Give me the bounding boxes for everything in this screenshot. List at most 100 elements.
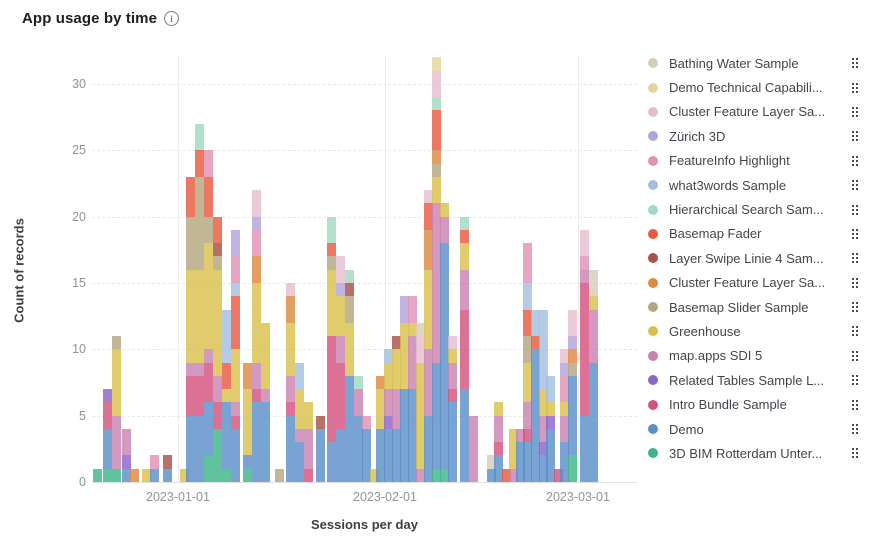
bar-segment-blue[interactable]: [432, 362, 441, 469]
bar[interactable]: [150, 455, 159, 482]
legend-item-crimson[interactable]: Intro Bundle Sample: [648, 392, 860, 416]
bar-segment-lightpink[interactable]: [336, 256, 345, 283]
bar-segment-pink[interactable]: [252, 229, 261, 257]
bar[interactable]: [243, 362, 252, 482]
bar[interactable]: [560, 349, 569, 482]
bar-segment-pink[interactable]: [150, 455, 159, 469]
bar[interactable]: [460, 216, 469, 482]
bar-segment-tan[interactable]: [275, 468, 284, 482]
bar-segment-blue[interactable]: [327, 442, 336, 482]
legend-item-paleyellow[interactable]: Demo Technical Capabili...: [648, 75, 860, 99]
bar-segment-blue[interactable]: [523, 442, 532, 482]
bar-segment-yellow[interactable]: [546, 402, 555, 416]
bar-segment-blue[interactable]: [560, 442, 569, 482]
bar-segment-mauve[interactable]: [213, 375, 222, 403]
bar-segment-green[interactable]: [103, 468, 112, 482]
bar[interactable]: [494, 402, 503, 482]
drag-handle-icon[interactable]: [850, 56, 860, 70]
bar-segment-mauve[interactable]: [408, 336, 417, 390]
bar-segment-yellow[interactable]: [589, 296, 598, 310]
bar-segment-blue[interactable]: [231, 428, 240, 482]
bar[interactable]: [275, 468, 284, 482]
bar-segment-yellow[interactable]: [560, 402, 569, 416]
bar[interactable]: [163, 455, 172, 482]
bar[interactable]: [502, 468, 511, 482]
bar[interactable]: [440, 203, 449, 482]
bar-segment-paleyellow[interactable]: [432, 57, 441, 71]
bar-segment-tan[interactable]: [186, 216, 195, 270]
bar-segment-yellow[interactable]: [222, 389, 231, 403]
bar-segment-tanB[interactable]: [487, 455, 496, 469]
bar-segment-mauve[interactable]: [354, 389, 363, 416]
bar-segment-mauve[interactable]: [523, 402, 532, 429]
bar-segment-mauve[interactable]: [494, 415, 503, 443]
bar-segment-yellow[interactable]: [416, 362, 425, 469]
bar-segment-red[interactable]: [231, 296, 240, 350]
bar-segment-lightpink[interactable]: [560, 349, 569, 363]
bar-segment-lavender[interactable]: [252, 216, 261, 230]
bar-segment-maroon[interactable]: [163, 455, 172, 469]
bar-segment-red[interactable]: [523, 309, 532, 337]
bar-segment-crimson[interactable]: [554, 468, 563, 482]
bar-segment-tan[interactable]: [112, 336, 121, 350]
bar-segment-tan[interactable]: [204, 216, 213, 244]
bar-segment-teal[interactable]: [195, 123, 204, 151]
bar-segment-blue[interactable]: [354, 415, 363, 482]
bar-segment-tanB[interactable]: [416, 322, 425, 337]
bar-segment-orange[interactable]: [432, 150, 441, 164]
bar-segment-red[interactable]: [195, 150, 204, 177]
bar[interactable]: [103, 389, 112, 482]
bar-segment-mauve[interactable]: [295, 428, 304, 443]
bar-segment-lavender[interactable]: [568, 336, 577, 350]
bar-segment-maroon[interactable]: [392, 336, 401, 350]
drag-handle-icon[interactable]: [850, 178, 860, 192]
bar-segment-tan[interactable]: [327, 256, 336, 270]
bar-segment-mauve[interactable]: [460, 269, 469, 310]
bar-segment-orange[interactable]: [130, 468, 139, 482]
drag-handle-icon[interactable]: [850, 81, 860, 95]
bar-segment-blue[interactable]: [150, 468, 159, 482]
bar-segment-crimson[interactable]: [327, 336, 336, 443]
bar-segment-mauve[interactable]: [204, 349, 213, 363]
bar-segment-yellow[interactable]: [204, 243, 213, 350]
bar-segment-teal[interactable]: [345, 269, 354, 283]
legend-item-yellow[interactable]: Greenhouse: [648, 319, 860, 343]
bar-segment-blue[interactable]: [261, 402, 270, 482]
legend-item-pink[interactable]: FeatureInfo Highlight: [648, 149, 860, 173]
bar-segment-crimson[interactable]: [231, 415, 240, 429]
bar-segment-crimson[interactable]: [580, 282, 589, 416]
bar-segment-red[interactable]: [327, 243, 336, 257]
bar-segment-tan[interactable]: [523, 336, 532, 363]
bar[interactable]: [580, 229, 589, 482]
bar-segment-yellow[interactable]: [494, 402, 503, 416]
bar-segment-mauve[interactable]: [516, 428, 525, 443]
bar-segment-mauve[interactable]: [195, 362, 204, 376]
bar-segment-yellow[interactable]: [400, 322, 409, 390]
bar-segment-yellow[interactable]: [195, 269, 204, 363]
bar-segment-lightblue[interactable]: [295, 362, 304, 390]
bar-segment-yellow[interactable]: [523, 362, 532, 403]
bar-segment-green[interactable]: [204, 455, 213, 482]
bar[interactable]: [142, 468, 151, 482]
bar-segment-orange[interactable]: [424, 229, 433, 270]
bar-segment-blue[interactable]: [516, 442, 525, 482]
bar-segment-yellow[interactable]: [424, 269, 433, 350]
bar-segment-yellow[interactable]: [112, 349, 121, 416]
bar[interactable]: [122, 428, 131, 482]
bar-segment-yellow[interactable]: [460, 243, 469, 270]
bar-segment-teal[interactable]: [327, 216, 336, 244]
bar-segment-mauve[interactable]: [231, 402, 240, 416]
bar-segment-yellow[interactable]: [448, 349, 457, 363]
bar-segment-mauve[interactable]: [416, 468, 425, 482]
bar-segment-mauve[interactable]: [580, 269, 589, 283]
bar[interactable]: [469, 415, 478, 482]
bar-segment-yellow[interactable]: [295, 389, 304, 429]
bar-segment-maroon[interactable]: [213, 243, 222, 257]
bar-segment-blue[interactable]: [295, 442, 304, 482]
bar-segment-blue[interactable]: [286, 415, 295, 482]
bar[interactable]: [231, 229, 240, 482]
bar-segment-blue[interactable]: [204, 402, 213, 456]
bar-segment-lightblue[interactable]: [222, 309, 231, 363]
bar-segment-mauve[interactable]: [432, 203, 441, 363]
bar-segment-tanB[interactable]: [589, 269, 598, 297]
